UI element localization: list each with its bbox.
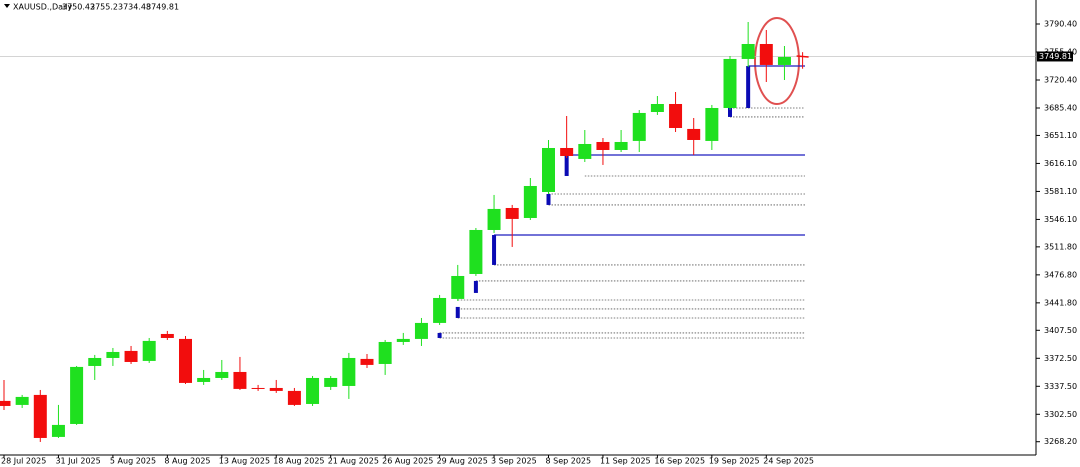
price-label: 3749.81	[1039, 52, 1072, 61]
level-marker	[437, 332, 442, 338]
y-tick-label: 3337.50	[1044, 382, 1077, 391]
header-close: 3749.81	[146, 3, 179, 12]
candle-body	[777, 56, 791, 65]
candle-body	[0, 400, 11, 406]
y-tick-label: 3790.40	[1044, 19, 1077, 28]
x-tick-label: 18 Aug 2025	[273, 457, 324, 466]
candle-body	[614, 141, 628, 150]
highlight-circle	[754, 17, 800, 105]
candle-body	[433, 297, 447, 323]
candle-body	[287, 390, 301, 405]
x-tick-label: 5 Aug 2025	[110, 457, 156, 466]
y-tick-label: 3476.80	[1044, 270, 1077, 279]
candle-body	[197, 377, 211, 382]
x-tick-label: 16 Sep 2025	[654, 457, 705, 466]
candle-body	[179, 338, 192, 383]
x-tick-label: 3 Sep 2025	[491, 457, 537, 466]
y-tick-label: 3546.10	[1044, 215, 1077, 224]
candle-body	[33, 394, 47, 438]
x-tick-label: 13 Aug 2025	[219, 457, 270, 466]
candle-body	[306, 377, 320, 404]
candle-body	[269, 387, 283, 391]
y-tick-label: 3302.50	[1044, 410, 1077, 419]
symbol: XAUUSD.,Daily	[13, 3, 72, 12]
y-tick-label: 3651.10	[1044, 131, 1077, 140]
level-marker	[492, 235, 497, 265]
x-tick-label: 19 Sep 2025	[709, 457, 760, 466]
level-marker	[546, 193, 551, 205]
candle-body	[142, 340, 156, 361]
candle-body	[324, 377, 338, 387]
candle-body	[596, 141, 610, 150]
y-tick-label: 3685.40	[1044, 103, 1077, 112]
price-label-box	[1037, 51, 1073, 62]
y-tick-label: 3511.80	[1044, 242, 1077, 251]
level-marker	[564, 155, 569, 176]
y-tick-label: 3268.20	[1044, 437, 1077, 446]
y-tick-label: 3372.50	[1044, 354, 1077, 363]
y-tick-label: 3616.10	[1044, 159, 1077, 168]
candle-body	[523, 185, 537, 218]
x-tick-label: 26 Aug 2025	[382, 457, 433, 466]
level-marker	[473, 280, 478, 293]
candle-body	[560, 147, 574, 156]
x-tick-label: 28 Jul 2025	[1, 457, 46, 466]
candle-body	[632, 112, 646, 141]
candle-body	[705, 107, 719, 141]
level-marker	[455, 306, 460, 318]
candle-body	[251, 387, 265, 389]
level-marker	[728, 107, 732, 117]
x-tick-label: 29 Aug 2025	[437, 457, 488, 466]
y-tick-label: 3581.10	[1044, 187, 1077, 196]
x-tick-label: 24 Sep 2025	[763, 457, 814, 466]
candle-body	[669, 103, 683, 128]
candle-body	[469, 229, 483, 274]
candle-body	[106, 351, 120, 358]
candle-body	[759, 43, 773, 65]
y-tick-label: 3720.40	[1044, 75, 1077, 84]
header-low: 3734.48	[118, 3, 151, 12]
candle-body	[70, 366, 84, 424]
candle-body	[88, 357, 102, 366]
candle-body	[51, 424, 65, 437]
collapse-icon[interactable]	[4, 4, 10, 8]
candle-body	[741, 43, 755, 59]
candle-body	[124, 350, 138, 362]
x-tick-label: 8 Sep 2025	[546, 457, 592, 466]
y-tick-label: 3407.50	[1044, 326, 1077, 335]
candle-body	[650, 103, 664, 112]
candle-body	[451, 275, 465, 299]
x-tick-label: 11 Sep 2025	[600, 457, 651, 466]
candle-body	[687, 128, 701, 140]
candle-body	[233, 371, 247, 389]
candle-body	[796, 55, 809, 58]
candle-body	[542, 147, 555, 192]
candle-body	[160, 333, 174, 338]
candle-body	[487, 208, 501, 230]
candle-body	[396, 338, 410, 342]
header-open: 3750.42	[62, 3, 95, 12]
candle-body	[723, 58, 737, 108]
candle-body	[378, 341, 392, 364]
candle-body	[15, 396, 29, 405]
candle-body	[414, 322, 428, 339]
candle-body	[578, 143, 592, 159]
level-marker	[746, 65, 751, 108]
x-tick-label: 31 Jul 2025	[55, 457, 100, 466]
candle-body	[505, 207, 519, 219]
y-tick-label: 3441.80	[1044, 298, 1077, 307]
candle-body	[360, 358, 374, 365]
candle-body	[215, 371, 229, 378]
x-tick-label: 21 Aug 2025	[328, 457, 379, 466]
header-high: 3755.2	[90, 3, 118, 12]
x-tick-label: 8 Aug 2025	[164, 457, 210, 466]
candle-body	[342, 357, 356, 386]
